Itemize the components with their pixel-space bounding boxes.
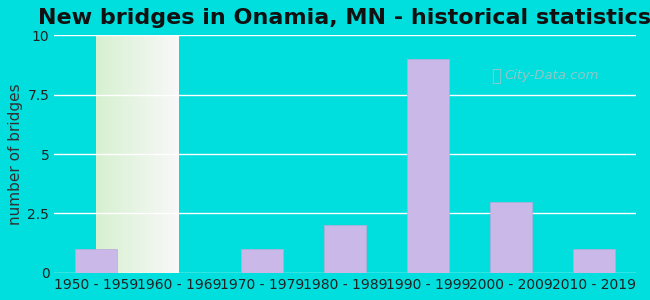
Bar [324,225,366,273]
Bar [241,249,283,273]
Text: ⓘ: ⓘ [491,67,501,85]
Bar [573,249,615,273]
Bar [75,249,116,273]
Text: City-Data.com: City-Data.com [504,69,599,82]
Bar [490,202,532,273]
Title: New bridges in Onamia, MN - historical statistics: New bridges in Onamia, MN - historical s… [38,8,650,28]
Y-axis label: number of bridges: number of bridges [8,83,23,225]
Bar [408,59,448,273]
